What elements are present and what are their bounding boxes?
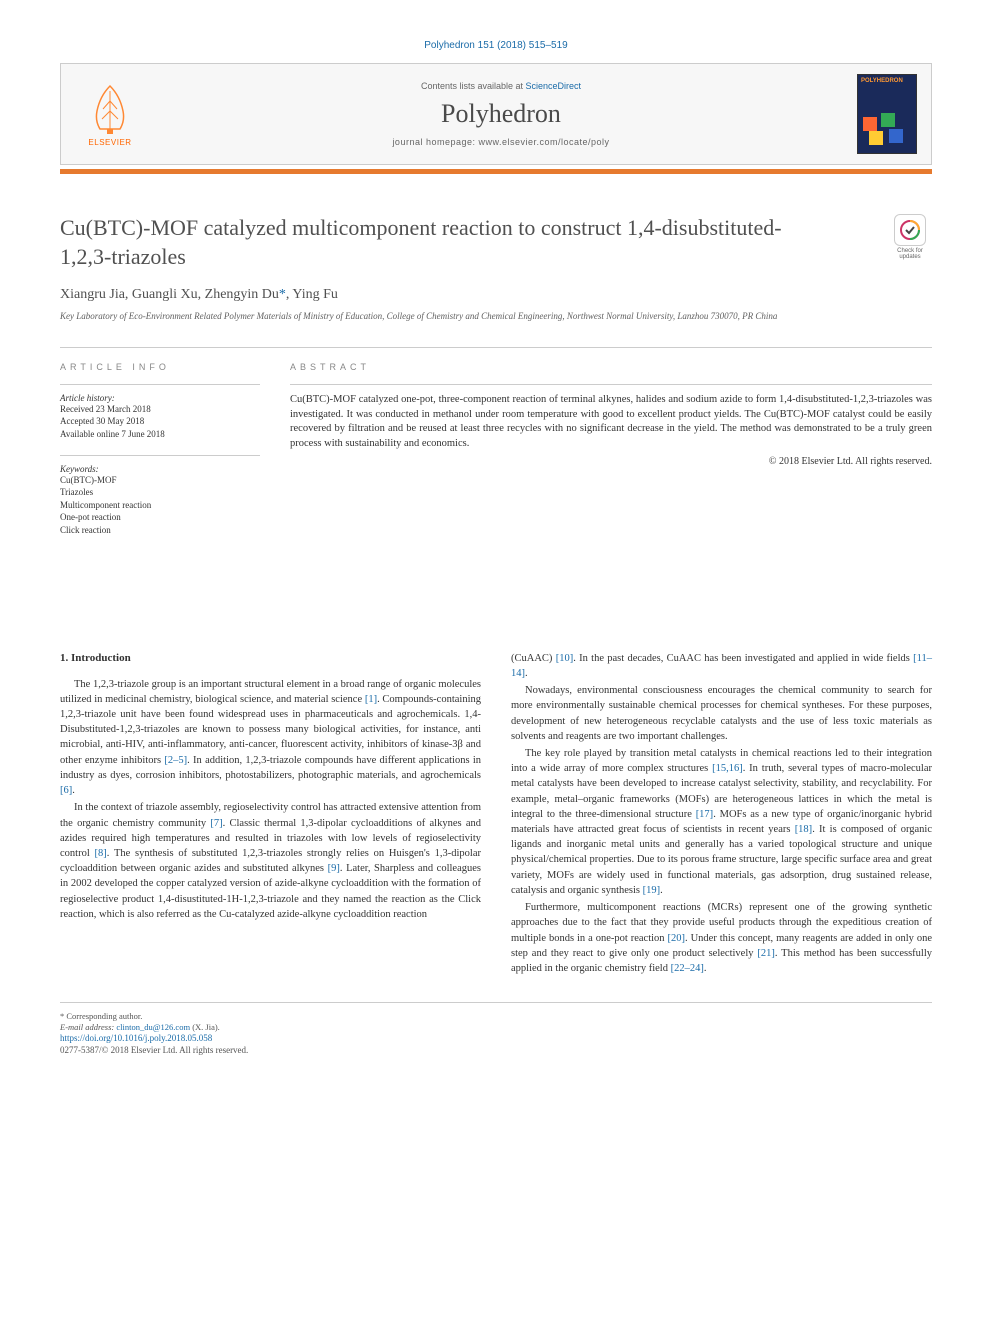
ref-7[interactable]: [7] (210, 818, 222, 829)
para-6: Furthermore, multicomponent reactions (M… (511, 900, 932, 976)
para-3: (CuAAC) [10]. In the past decades, CuAAC… (511, 651, 932, 681)
abstract-text: Cu(BTC)-MOF catalyzed one-pot, three-com… (290, 384, 932, 452)
ref-15-16[interactable]: [15,16] (712, 763, 743, 774)
check-updates-badge[interactable]: Check for updates (888, 214, 932, 260)
meta-abstract-row: ARTICLE INFO Article history: Received 2… (60, 347, 932, 551)
corr-label: * Corresponding author. (60, 1011, 220, 1022)
email-tail: (X. Jia). (190, 1022, 220, 1032)
journal-citation: Polyhedron 151 (2018) 515–519 (60, 40, 932, 51)
contents-available: Contents lists available at ScienceDirec… (145, 81, 857, 91)
journal-homepage[interactable]: journal homepage: www.elsevier.com/locat… (145, 137, 857, 147)
ref-21[interactable]: [21] (757, 948, 775, 959)
keywords-block: Keywords: Cu(BTC)-MOF Triazoles Multicom… (60, 455, 260, 537)
corresponding-mark[interactable]: * (279, 287, 286, 302)
authors-tail: , Ying Fu (286, 287, 338, 302)
sciencedirect-link[interactable]: ScienceDirect (526, 81, 582, 91)
abstract-label: ABSTRACT (290, 362, 932, 372)
ref-19[interactable]: [19] (643, 885, 661, 896)
cover-title: POLYHEDRON (858, 75, 916, 87)
abstract-column: ABSTRACT Cu(BTC)-MOF catalyzed one-pot, … (290, 362, 932, 551)
keywords-text: Cu(BTC)-MOF Triazoles Multicomponent rea… (60, 474, 260, 537)
article-title: Cu(BTC)-MOF catalyzed multicomponent rea… (60, 214, 801, 271)
affiliation: Key Laboratory of Eco-Environment Relate… (60, 311, 932, 323)
ref-1[interactable]: [1] (365, 694, 377, 705)
history-heading: Article history: (60, 393, 260, 403)
article-header: Cu(BTC)-MOF catalyzed multicomponent rea… (60, 214, 932, 323)
article-info-label: ARTICLE INFO (60, 362, 260, 372)
crossmark-icon (894, 214, 926, 246)
para-4: Nowadays, environmental consciousness en… (511, 683, 932, 744)
intro-heading: 1. Introduction (60, 651, 481, 667)
contents-prefix: Contents lists available at (421, 81, 526, 91)
ref-20[interactable]: [20] (668, 933, 686, 944)
abstract-copyright: © 2018 Elsevier Ltd. All rights reserved… (290, 456, 932, 467)
header-rule (60, 169, 932, 174)
ref-18[interactable]: [18] (795, 824, 813, 835)
para-5: The key role played by transition metal … (511, 746, 932, 898)
keywords-heading: Keywords: (60, 464, 260, 474)
corresponding-footnote: * Corresponding author. E-mail address: … (60, 1011, 220, 1033)
ref-17[interactable]: [17] (696, 809, 714, 820)
check-updates-label: Check for updates (888, 248, 932, 260)
publisher-logo[interactable]: ELSEVIER (75, 74, 145, 154)
elsevier-tree-icon (85, 81, 135, 136)
ref-8[interactable]: [8] (95, 848, 107, 859)
ref-22-24[interactable]: [22–24] (671, 963, 704, 974)
ref-9[interactable]: [9] (328, 863, 340, 874)
elsevier-label: ELSEVIER (88, 138, 131, 147)
ref-2-5[interactable]: [2–5] (164, 755, 187, 766)
issn-line: 0277-5387/© 2018 Elsevier Ltd. All right… (60, 1045, 932, 1057)
journal-cover-thumb[interactable]: POLYHEDRON (857, 74, 917, 154)
ref-10[interactable]: [10] (556, 653, 574, 664)
para-1: The 1,2,3-triazole group is an important… (60, 677, 481, 799)
doi-link[interactable]: https://doi.org/10.1016/j.poly.2018.05.0… (60, 1033, 932, 1045)
history-text: Received 23 March 2018 Accepted 30 May 2… (60, 403, 260, 441)
column-right: (CuAAC) [10]. In the past decades, CuAAC… (511, 651, 932, 979)
email-line: E-mail address: clinton_du@126.com (X. J… (60, 1022, 220, 1033)
journal-name: Polyhedron (145, 99, 857, 129)
column-left: 1. Introduction The 1,2,3-triazole group… (60, 651, 481, 979)
body-columns: 1. Introduction The 1,2,3-triazole group… (60, 651, 932, 979)
email-label: E-mail address: (60, 1022, 116, 1032)
author-list: Xiangru Jia, Guangli Xu, Zhengyin Du*, Y… (60, 287, 932, 303)
article-info-column: ARTICLE INFO Article history: Received 2… (60, 362, 260, 551)
page-footer: * Corresponding author. E-mail address: … (60, 1002, 932, 1056)
history-block: Article history: Received 23 March 2018 … (60, 384, 260, 441)
page-container: Polyhedron 151 (2018) 515–519 ELSEVIER C… (0, 0, 992, 1097)
authors-main: Xiangru Jia, Guangli Xu, Zhengyin Du (60, 287, 279, 302)
email-link[interactable]: clinton_du@126.com (116, 1022, 190, 1032)
cover-art-icon (859, 109, 917, 149)
ref-6[interactable]: [6] (60, 785, 72, 796)
header-center: Contents lists available at ScienceDirec… (145, 81, 857, 147)
journal-header: ELSEVIER Contents lists available at Sci… (60, 63, 932, 165)
para-2: In the context of triazole assembly, reg… (60, 800, 481, 922)
